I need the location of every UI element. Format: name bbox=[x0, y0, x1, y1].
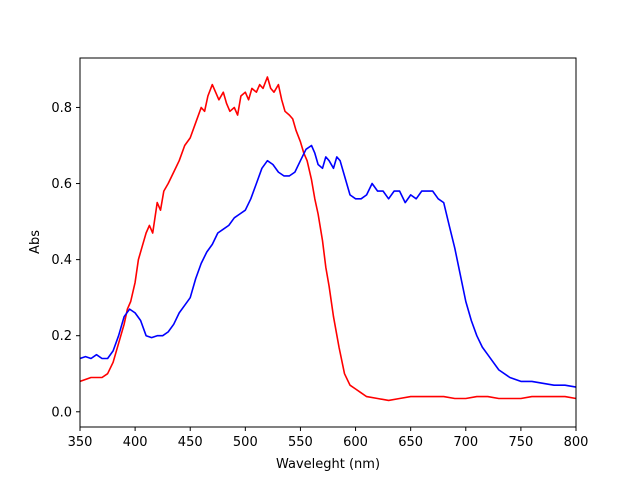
y-tick-label: 0.8 bbox=[51, 101, 72, 116]
ticks: 350 400 450 500 550 600 650 700 750 800 0.0 0.2 0.4 0… bbox=[51, 101, 588, 450]
x-tick-label: 800 bbox=[564, 435, 589, 450]
series-line-1 bbox=[79, 144, 577, 388]
x-tick-label: 500 bbox=[233, 435, 258, 450]
y-axis-label: Abs bbox=[28, 230, 43, 254]
x-tick-label: 350 bbox=[68, 435, 93, 450]
x-tick-label: 650 bbox=[398, 435, 423, 450]
y-tick-label: 0.2 bbox=[51, 329, 72, 344]
plot-area bbox=[79, 76, 577, 402]
x-tick-label: 550 bbox=[288, 435, 313, 450]
x-tick-label: 600 bbox=[343, 435, 368, 450]
x-tick-label: 450 bbox=[178, 435, 203, 450]
axes-frame bbox=[79, 57, 577, 428]
y-tick-label: 0.0 bbox=[51, 405, 72, 420]
x-tick-label: 400 bbox=[123, 435, 148, 450]
x-axis-label: Waveleght (nm) bbox=[276, 457, 380, 472]
y-tick-label: 0.6 bbox=[51, 177, 72, 192]
series-line-0 bbox=[79, 76, 577, 402]
y-tick-label: 0.4 bbox=[51, 253, 72, 268]
x-tick-label: 700 bbox=[453, 435, 478, 450]
x-tick-label: 750 bbox=[508, 435, 533, 450]
